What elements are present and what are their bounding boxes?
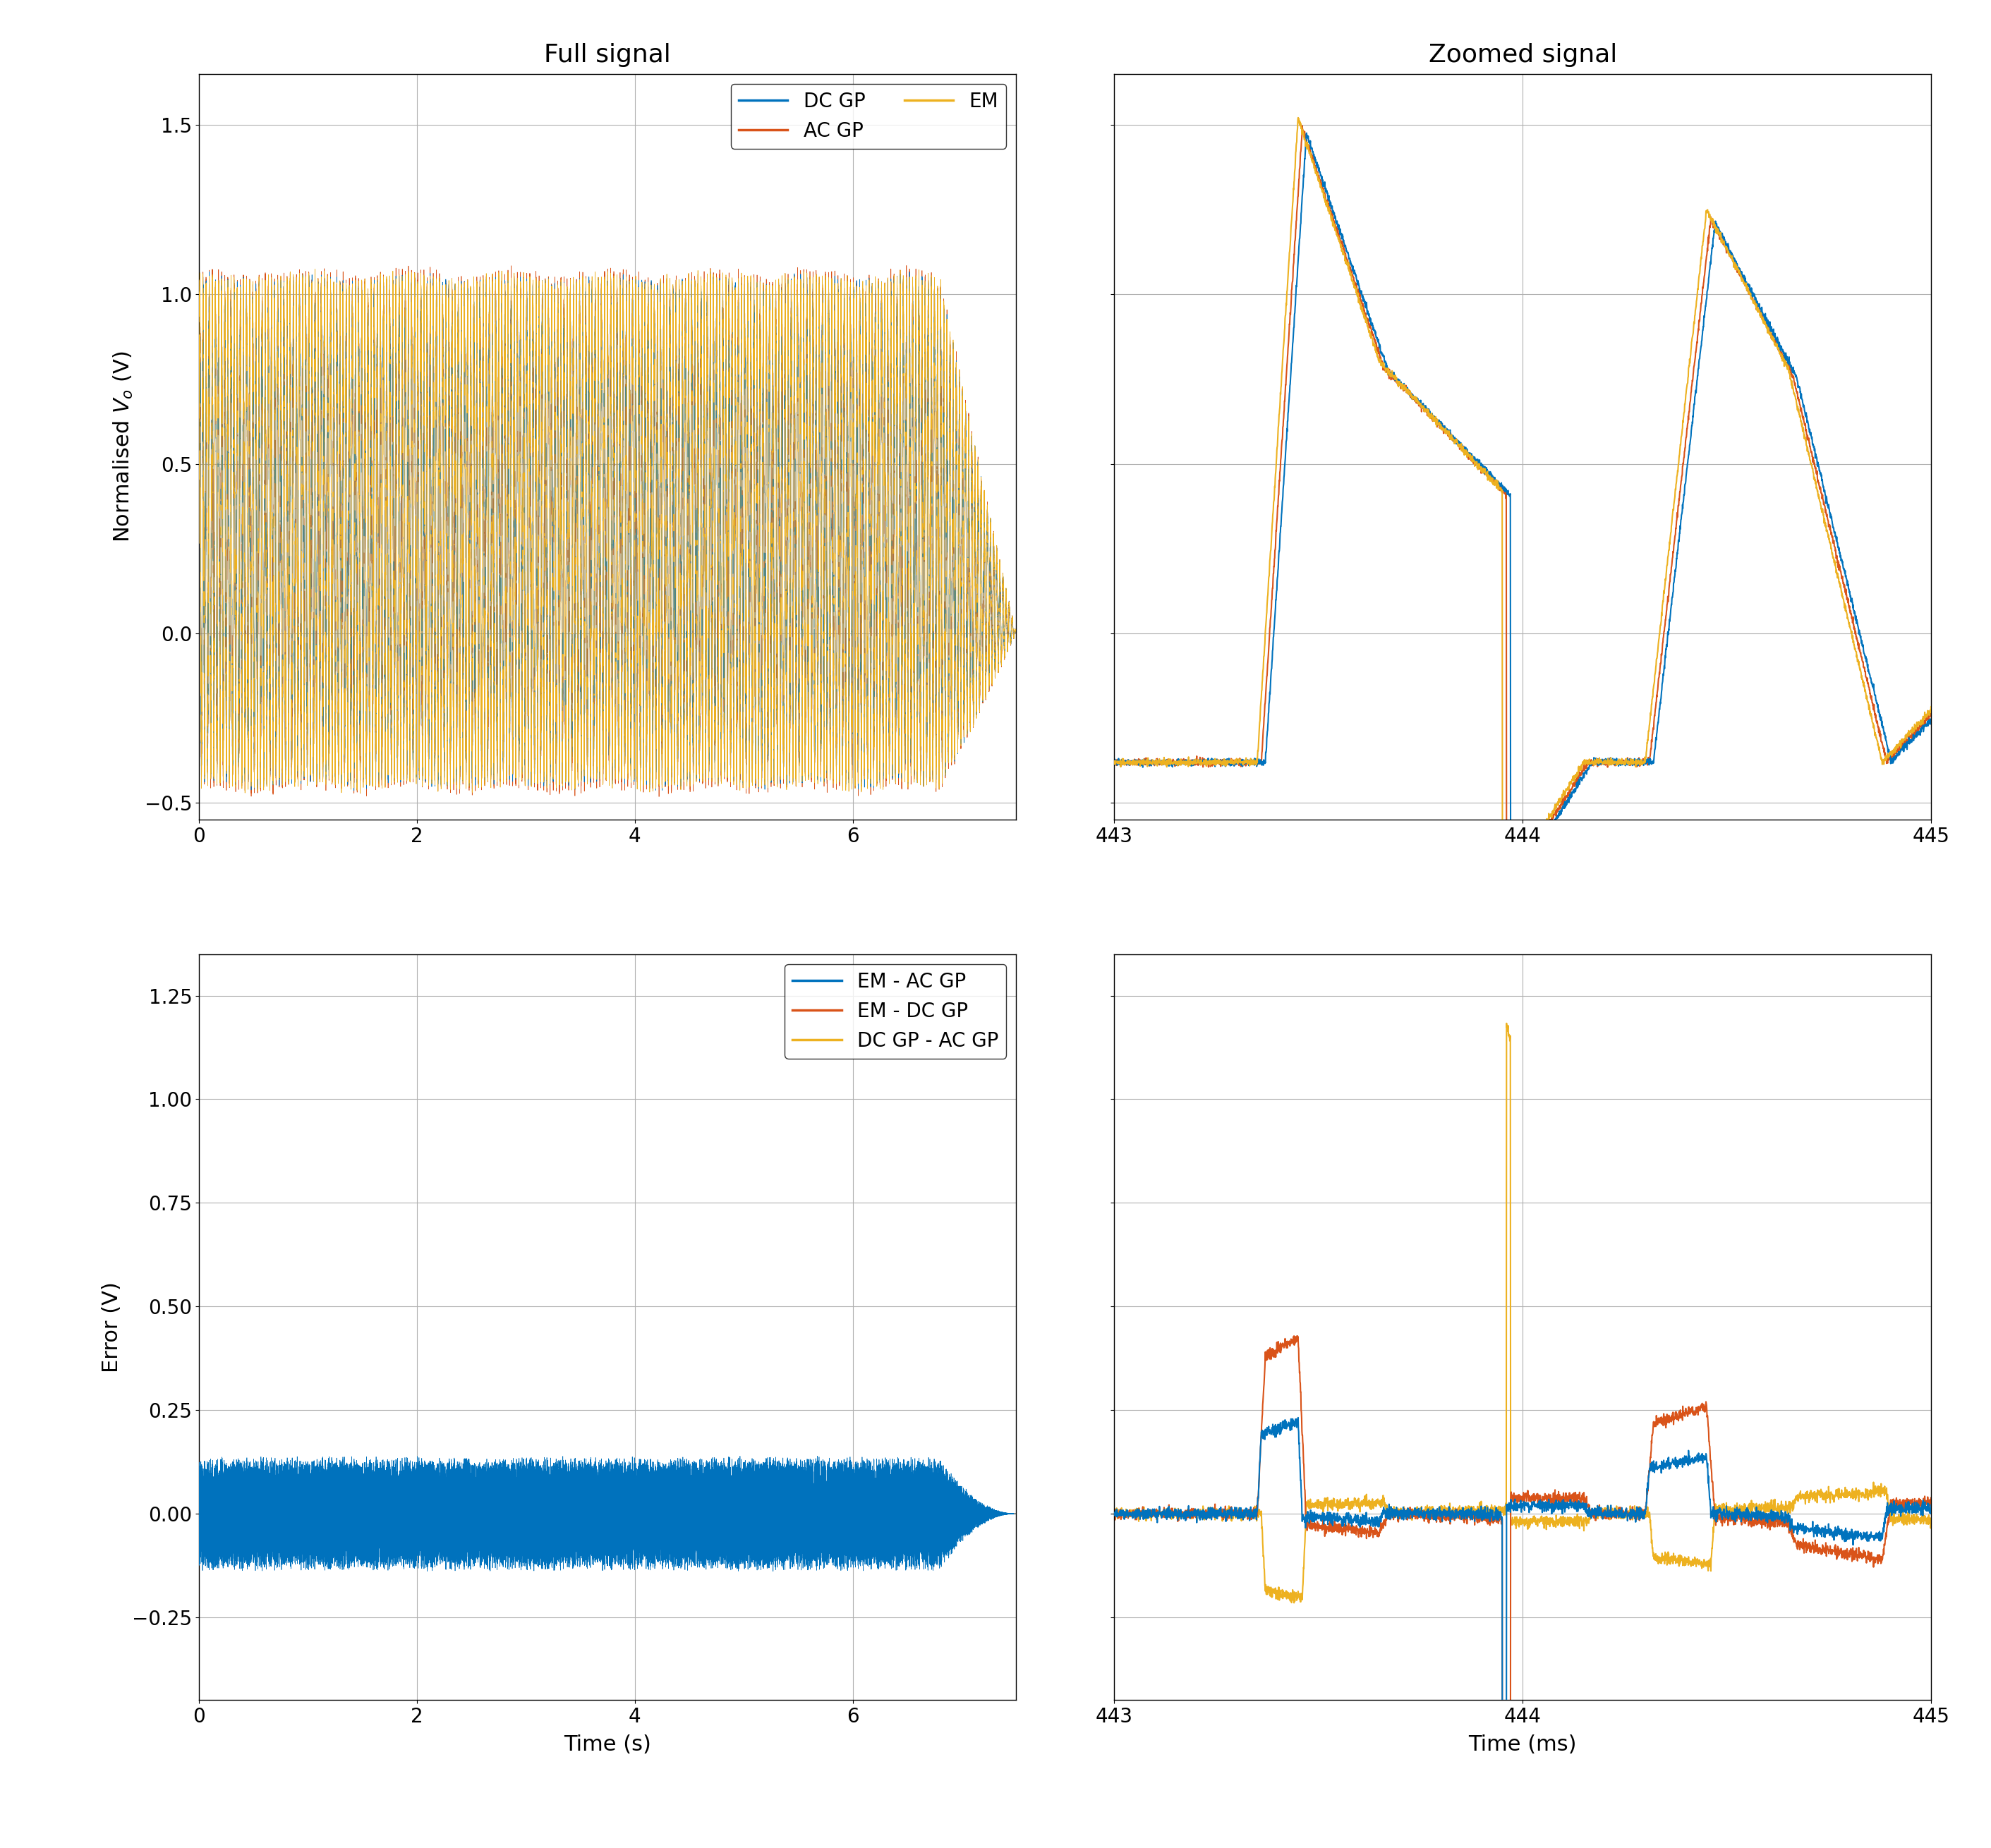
Title: Zoomed signal: Zoomed signal: [1428, 43, 1617, 67]
X-axis label: Time (ms): Time (ms): [1469, 1735, 1577, 1756]
Y-axis label: Normalised $V_o$ (V): Normalised $V_o$ (V): [111, 351, 135, 543]
Title: Full signal: Full signal: [544, 43, 671, 67]
Legend: DC GP, AC GP, EM: DC GP, AC GP, EM: [731, 83, 1005, 148]
Y-axis label: Error (V): Error (V): [102, 1283, 121, 1373]
X-axis label: Time (s): Time (s): [563, 1735, 651, 1756]
Legend: EM - AC GP, EM - DC GP, DC GP - AC GP: EM - AC GP, EM - DC GP, DC GP - AC GP: [784, 965, 1005, 1059]
